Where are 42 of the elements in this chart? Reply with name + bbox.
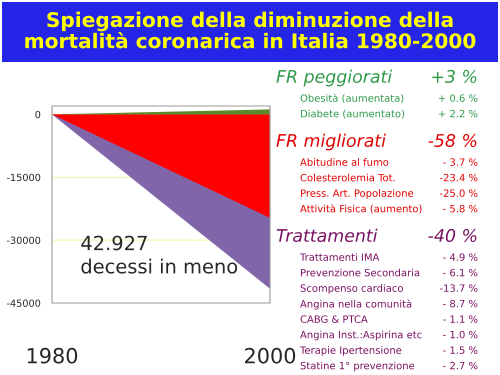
text: Prevenzione Secondaria [300, 268, 420, 276]
text: Trattamenti IMA [300, 253, 380, 261]
y-tick-label: 0 [35, 110, 40, 118]
text: Diabete (aumentato) [300, 110, 404, 119]
text: FR peggiorati [276, 70, 392, 86]
text: -58 % [428, 134, 476, 148]
text: - 3.7 % [443, 158, 478, 166]
text: +3 % [432, 70, 476, 84]
text: - 4.9 % [443, 253, 478, 261]
text: Angina nella comunità [300, 299, 412, 310]
y-tick-label: -45000 [6, 299, 40, 307]
text: Colesterolemia Tot. [300, 174, 395, 182]
text: Attività Fisica (aumento) [300, 204, 422, 214]
text: -40 % [428, 228, 476, 242]
text: - 1.1 % [443, 315, 478, 323]
text: Obesità (aumentata) [300, 94, 404, 104]
text: - 2.7 % [443, 362, 478, 370]
chart-title: Spiegazione della diminuzione della mortalità coronarica in Italia 1980-2000 [25, 12, 476, 48]
text: -23.4 % [440, 174, 478, 182]
text: + 0.6 % [438, 94, 478, 102]
text: - 1.5 % [443, 346, 478, 354]
text: Statine 1° prevenzione [300, 362, 414, 372]
text: Press. Art. Popolazione [300, 189, 414, 199]
text: Angina Inst.:Aspirina etc [300, 330, 422, 340]
text: Scompenso cardiaco [300, 284, 403, 294]
text: Abitudine al fumo [300, 158, 388, 166]
text: Terapie Ipertensione [300, 346, 402, 356]
text: CABG & PTCA [300, 315, 368, 323]
text: - 5.8 % [443, 204, 478, 212]
text: + 2.2 % [438, 110, 478, 118]
y-tick-label: -30000 [6, 236, 40, 244]
x-tick-label: 2000 [245, 348, 296, 364]
y-tick-label: -15000 [6, 174, 40, 182]
text: -25.0 % [440, 189, 478, 197]
text: - 8.7 % [443, 300, 478, 308]
text: - 1.0 % [443, 330, 478, 338]
x-tick-label: 1980 [28, 348, 78, 364]
text: FR migliorati [276, 134, 386, 150]
text: Trattamenti [276, 228, 378, 242]
text: - 6.1 % [443, 268, 478, 276]
annotation: 42.927 decessi in meno [81, 236, 238, 274]
text: -13.7 % [440, 284, 478, 292]
